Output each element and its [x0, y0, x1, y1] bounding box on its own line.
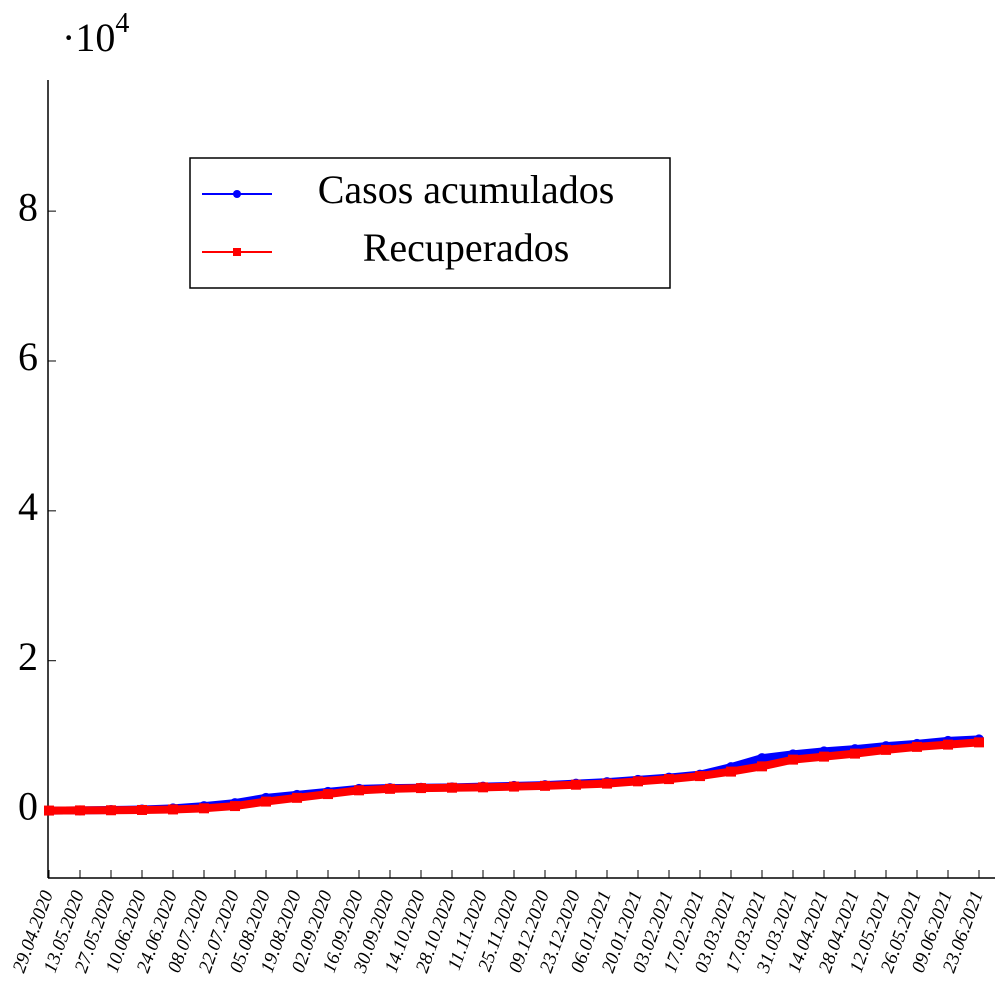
point — [323, 789, 333, 800]
point — [478, 782, 488, 793]
legend-label: Recuperados — [363, 225, 570, 270]
y-scale: ·104 — [62, 8, 129, 60]
y-tick-label: 0 — [18, 784, 38, 829]
point — [447, 782, 457, 793]
point — [757, 761, 767, 772]
legend-box — [189, 157, 671, 289]
point — [633, 776, 643, 787]
point — [199, 803, 209, 814]
legend-marker — [233, 190, 241, 198]
point — [819, 751, 829, 762]
point — [850, 748, 860, 759]
legend-marker — [233, 248, 241, 256]
point — [974, 737, 984, 748]
point — [44, 805, 54, 816]
point — [75, 805, 85, 816]
point — [261, 796, 271, 807]
point — [137, 804, 147, 815]
legend-label: Casos acumulados — [318, 167, 615, 212]
point — [354, 785, 364, 796]
point — [540, 780, 550, 791]
point — [912, 741, 922, 752]
y-tick-label: 8 — [18, 184, 38, 229]
series-line — [48, 738, 980, 815]
point — [416, 783, 426, 794]
series-line — [48, 735, 980, 815]
point — [788, 754, 798, 765]
y-scale-base: ·10 — [62, 15, 115, 60]
point — [726, 766, 736, 777]
point — [757, 753, 767, 764]
point — [168, 804, 178, 815]
point — [881, 744, 891, 755]
y-scale-exponent: 4 — [115, 8, 129, 39]
point — [385, 783, 395, 794]
point — [230, 801, 240, 812]
point — [292, 792, 302, 803]
point — [509, 781, 519, 792]
y-tick-label: 6 — [18, 334, 38, 379]
point — [695, 771, 705, 782]
point — [602, 778, 612, 789]
point — [571, 779, 581, 790]
y-tick-label: 4 — [18, 484, 38, 529]
point — [943, 739, 953, 750]
y-tick-label: 2 — [18, 634, 38, 679]
point — [664, 774, 674, 785]
point — [106, 805, 116, 816]
